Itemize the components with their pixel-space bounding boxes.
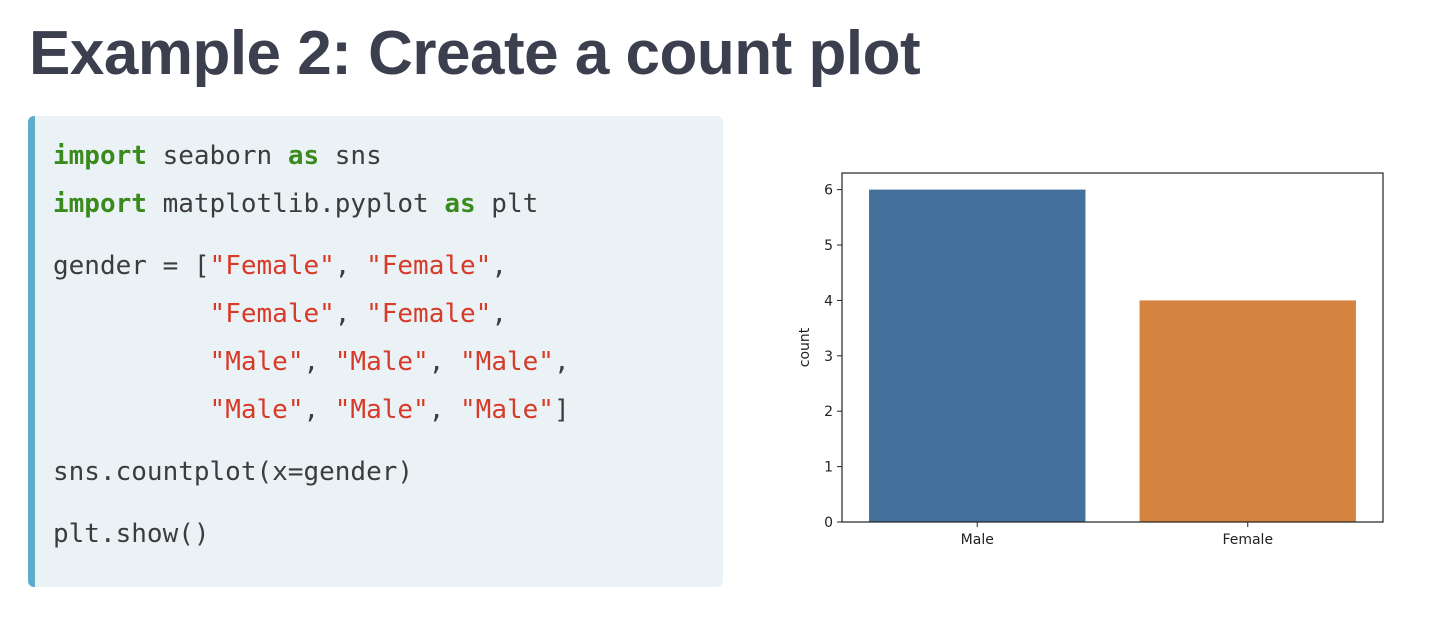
code-text: plt — [475, 189, 539, 219]
code-text: , — [303, 347, 335, 377]
code-text: matplotlib.pyplot — [146, 189, 445, 219]
y-axis-label: count — [797, 327, 813, 367]
code-string: "Male" — [334, 347, 429, 377]
x-tick-label: Male — [961, 532, 994, 548]
code-string: "Male" — [209, 347, 304, 377]
code-line: "Male", "Male", "Male", — [53, 345, 570, 379]
count-plot: Male Female 0 1 2 3 4 5 6 count — [797, 172, 1384, 548]
code-string: "Male" — [334, 395, 429, 425]
code-line: "Female", "Female", — [53, 297, 507, 331]
plot-area: Male Female 0 1 2 3 4 5 6 count — [797, 172, 1384, 548]
code-text: , — [334, 299, 367, 329]
y-tick-label: 1 — [824, 460, 833, 476]
code-line: import seaborn as sns — [53, 139, 382, 173]
y-tick-label: 0 — [824, 515, 833, 531]
y-tick-label: 6 — [824, 183, 833, 199]
code-string: "Female" — [366, 299, 492, 329]
code-text: , — [334, 251, 367, 281]
code-line: "Male", "Male", "Male"] — [53, 393, 570, 427]
code-keyword: as — [287, 141, 320, 171]
code-string: "Female" — [366, 251, 492, 281]
y-tick-label: 4 — [824, 293, 833, 309]
bar-female — [1139, 300, 1356, 522]
y-tick-label: 5 — [824, 238, 833, 254]
code-text: ] — [553, 395, 570, 425]
code-text: , — [491, 251, 507, 281]
plot-frame — [841, 172, 1384, 523]
code-line: plt.show() — [53, 519, 210, 549]
x-tick-label: Female — [1222, 532, 1273, 548]
code-text: sns — [319, 141, 382, 171]
code-text: , — [303, 395, 335, 425]
y-tick-label: 3 — [824, 349, 833, 365]
code-keyword: import — [53, 141, 147, 171]
page-title: Example 2: Create a count plot — [29, 19, 921, 88]
code-indent — [53, 395, 210, 425]
bar-male — [869, 189, 1086, 522]
code-keyword: import — [53, 189, 147, 219]
code-block: import seaborn as sns import matplotlib.… — [28, 116, 723, 587]
code-text: , — [428, 395, 461, 425]
code-string: "Female" — [209, 251, 335, 281]
code-string: "Male" — [209, 395, 304, 425]
code-text: gender = [ — [53, 251, 210, 281]
code-line: gender = ["Female", "Female", — [53, 249, 507, 283]
code-keyword: as — [444, 189, 476, 219]
code-line: import matplotlib.pyplot as plt — [53, 187, 538, 221]
code-line: sns.countplot(x=gender) — [53, 457, 414, 487]
code-indent — [53, 347, 210, 377]
code-text: , — [553, 347, 570, 377]
y-tick-label: 2 — [824, 404, 833, 420]
code-string: "Male" — [460, 395, 554, 425]
code-string: "Female" — [209, 299, 335, 329]
code-indent — [53, 299, 210, 329]
code-text: , — [428, 347, 461, 377]
code-string: "Male" — [460, 347, 554, 377]
code-text: , — [491, 299, 507, 329]
code-text: seaborn — [146, 141, 288, 171]
